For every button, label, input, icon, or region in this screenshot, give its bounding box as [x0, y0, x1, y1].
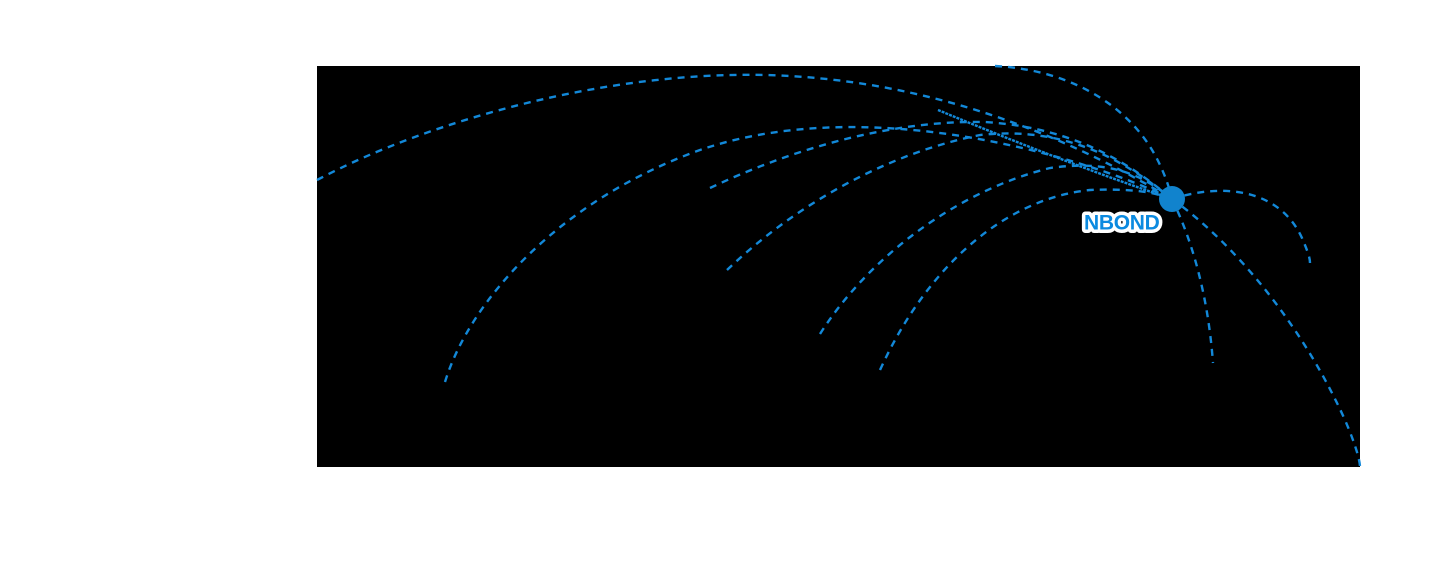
node-labels-layer: NBOND	[1081, 208, 1164, 238]
edge-straight-inbound[interactable]	[937, 108, 1173, 201]
edge-south-descend[interactable]	[1170, 198, 1215, 364]
edge-midwest-arc[interactable]	[726, 132, 1173, 271]
edge-upper-mid-arc[interactable]	[709, 120, 1173, 200]
edge-low-flat-arc[interactable]	[878, 188, 1173, 371]
edge-west-arc[interactable]	[443, 125, 1173, 383]
node-label-nbond: NBOND	[1084, 212, 1160, 235]
edge-east-arc-short[interactable]	[1171, 189, 1312, 264]
nodes-layer	[1159, 186, 1185, 212]
node-nbond[interactable]	[1159, 186, 1185, 212]
edge-southeast-long[interactable]	[1171, 198, 1362, 468]
edge-northwest-long[interactable]	[316, 73, 1173, 201]
edges-layer	[316, 64, 1362, 468]
edge-lower-mid-arc[interactable]	[818, 164, 1173, 335]
map-panel-background	[317, 66, 1360, 467]
